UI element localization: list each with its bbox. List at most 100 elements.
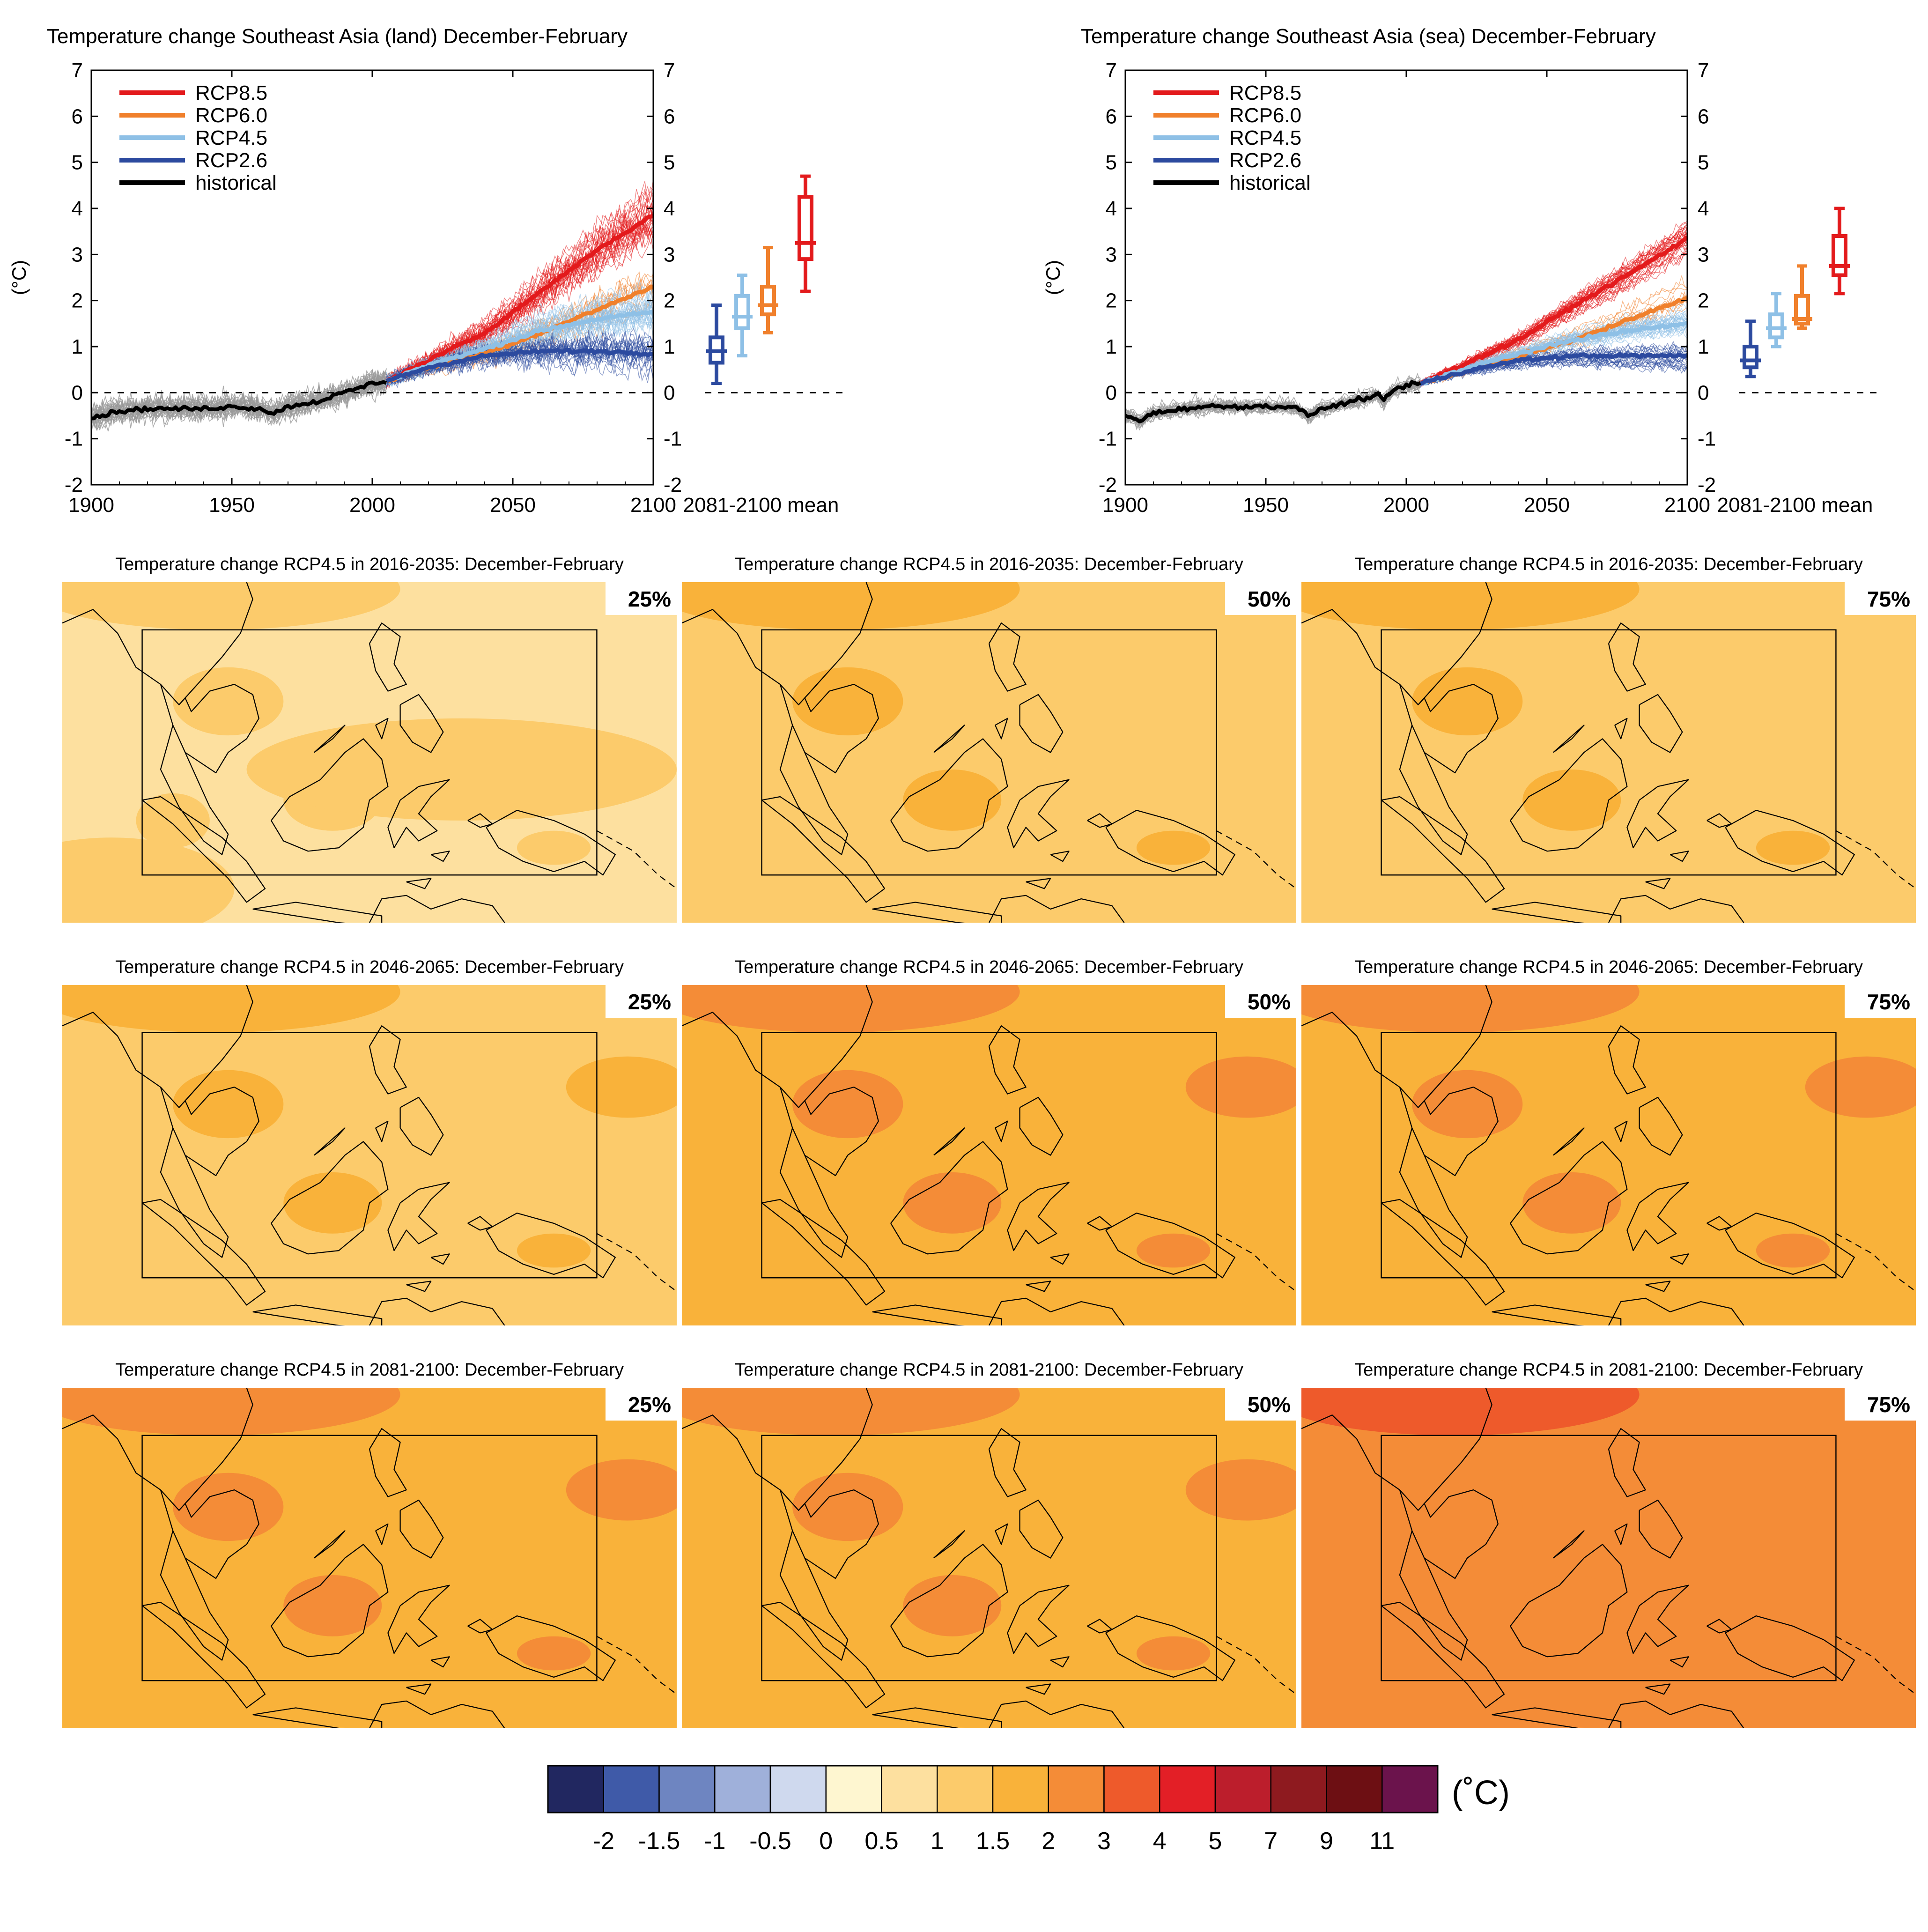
coastline-dashed: [596, 1636, 677, 1695]
historical-member-line: [1125, 381, 1421, 427]
percentile-label: 75%: [1867, 587, 1910, 611]
y-tick-label-right: 3: [664, 243, 675, 266]
y-tick-label-right: 4: [664, 197, 675, 220]
coastline: [1399, 684, 1499, 774]
coastline: [467, 1619, 493, 1634]
map-title: Temperature change RCP4.5 in 2046-2065: …: [1354, 957, 1863, 977]
colorbar-tick-label: -2: [593, 1828, 614, 1855]
coastline: [1706, 813, 1732, 828]
coastline: [1381, 796, 1505, 903]
coastline-dashed: [1216, 830, 1296, 889]
coastline: [1399, 725, 1468, 855]
coastline: [1050, 851, 1070, 862]
region-box: [761, 1435, 1217, 1681]
coastline: [141, 796, 266, 903]
x-tick-label: 1950: [1243, 494, 1289, 517]
map-title: Temperature change RCP4.5 in 2081-2100: …: [115, 1360, 624, 1380]
y-tick-label-right: 6: [664, 105, 675, 128]
map-anomaly-patch: [1301, 985, 1640, 1033]
coastline: [1019, 1499, 1064, 1559]
map-title: Temperature change RCP4.5 in 2081-2100: …: [735, 1360, 1243, 1380]
y-tick-label-right: -2: [664, 474, 682, 496]
y-axis-label: (°C): [1042, 260, 1064, 295]
coastline: [1050, 1253, 1070, 1265]
map-anomaly-patch: [173, 1070, 284, 1139]
percentile-badge: [1845, 582, 1916, 615]
map-anomaly-patch: [1805, 1459, 1916, 1521]
coastline: [872, 1304, 1002, 1325]
colorbar-segment: [1270, 1765, 1327, 1814]
legend-label-rcp85: RCP8.5: [1229, 81, 1301, 104]
map-anomaly-patch: [1412, 1473, 1523, 1541]
map-title: Temperature change RCP4.5 in 2081-2100: …: [1354, 1360, 1863, 1380]
region-box: [761, 629, 1217, 876]
coastline: [160, 1489, 259, 1579]
coastline: [406, 1683, 432, 1695]
y-tick-label: 6: [72, 105, 83, 128]
coastline: [1087, 813, 1113, 828]
y-tick-label-right: 1: [1698, 335, 1709, 358]
y-tick-label: 5: [72, 151, 83, 174]
x-tick-label: 1950: [209, 494, 255, 517]
coastline: [1019, 694, 1064, 753]
coastline: [141, 1199, 266, 1306]
colorbar-tick-label: 2: [1042, 1828, 1055, 1855]
colorbar-tick-label: 5: [1209, 1828, 1222, 1855]
map-field: [1301, 1388, 1916, 1728]
colorbar-tick-label: 0.5: [864, 1828, 898, 1855]
map-anomaly-patch: [1756, 1233, 1830, 1268]
percentile-label: 50%: [1248, 1392, 1291, 1417]
map-anomaly-patch: [173, 1473, 284, 1541]
map-anomaly-patch: [682, 1388, 1020, 1436]
y-tick-label: 4: [1106, 197, 1117, 220]
coastline: [399, 694, 444, 753]
percentile-badge: [1845, 1388, 1916, 1421]
colorbar-unit: (˚C): [1452, 1774, 1510, 1812]
region-box: [141, 629, 598, 876]
coastline: [890, 1141, 1008, 1255]
box-iqr: [798, 195, 813, 261]
y-tick-label-right: 0: [664, 381, 675, 404]
coastline: [988, 622, 1027, 692]
coastline: [252, 902, 383, 923]
coastline: [252, 1707, 383, 1728]
colorbar-tick-label: -0.5: [749, 1828, 791, 1855]
y-tick-label: 2: [72, 289, 83, 312]
coastline: [779, 1128, 849, 1258]
coastline: [1399, 1128, 1468, 1258]
x-tick-label: 2100: [1664, 494, 1710, 517]
coastline: [1492, 1707, 1622, 1728]
percentile-badge: [1225, 1388, 1296, 1421]
historical-mean-line: [91, 380, 387, 421]
colorbar-tick-label: 0: [819, 1828, 833, 1855]
coastline: [1725, 810, 1855, 876]
coastline: [989, 1700, 1125, 1728]
percentile-badge: [606, 1388, 677, 1421]
colorbar-segment: [658, 1765, 716, 1814]
map-anomaly-patch: [566, 1459, 677, 1521]
coastline: [872, 1707, 1002, 1728]
coastline: [1639, 1096, 1683, 1156]
y-tick-label-right: 5: [1698, 151, 1709, 174]
coastline: [1087, 1619, 1113, 1634]
rcp85-boxplot: [795, 174, 816, 293]
box-iqr: [734, 294, 750, 330]
box-iqr: [760, 285, 776, 317]
legend-label-historical: historical: [1229, 171, 1311, 194]
plot-area: [1125, 221, 1687, 431]
coastline: [890, 1544, 1008, 1658]
percentile-badge: [1225, 582, 1296, 615]
coastline: [271, 1141, 389, 1255]
coastline-dashed: [1835, 1233, 1916, 1292]
chart-title: Temperature change Southeast Asia (sea) …: [1081, 25, 1656, 48]
percentile-label: 75%: [1867, 990, 1910, 1014]
map-background-field: [682, 1388, 1296, 1728]
rcp85-mean-line: [385, 214, 653, 383]
rcp45-mean-line: [386, 310, 653, 383]
coastline: [890, 738, 1008, 852]
coastline: [486, 1615, 616, 1681]
colorbar-tick-label: 11: [1369, 1828, 1395, 1855]
coastline: [1725, 1213, 1855, 1279]
box-iqr: [1768, 312, 1784, 340]
coastline: [779, 1087, 879, 1177]
